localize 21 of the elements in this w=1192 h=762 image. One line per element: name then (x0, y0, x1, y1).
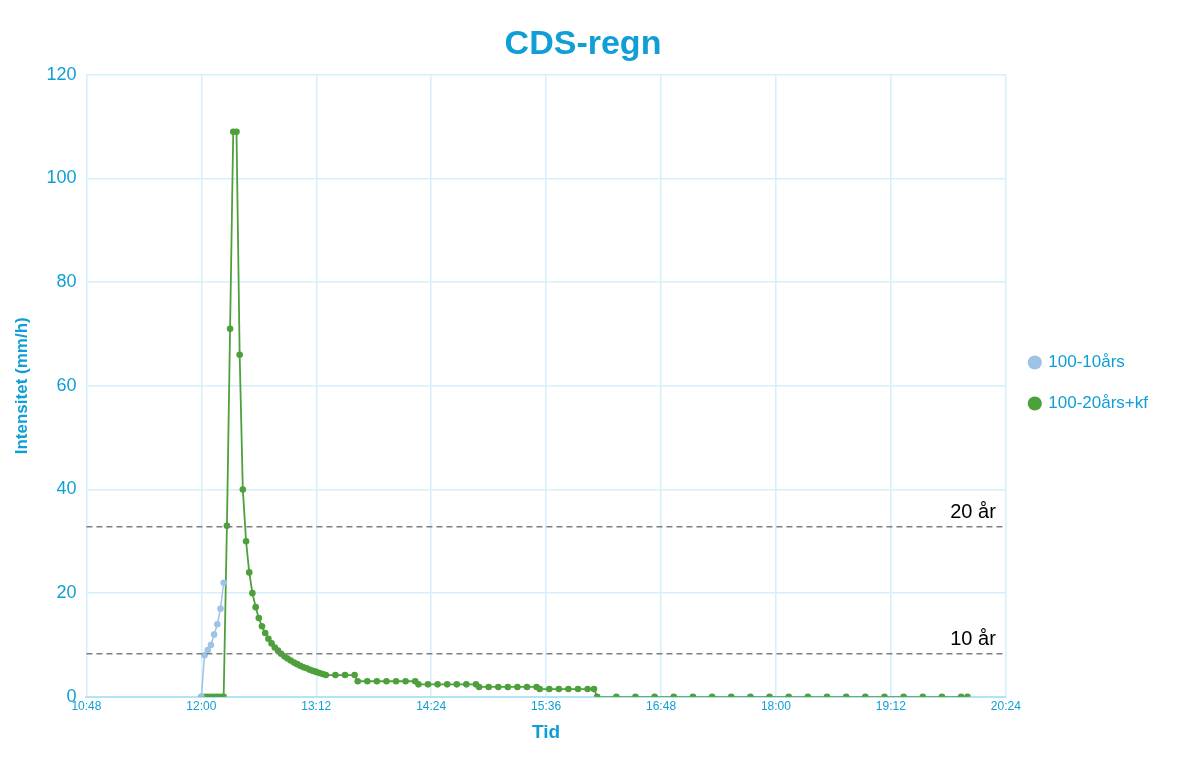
y-axis-title: Intensitet (mm/h) (11, 317, 31, 455)
ref-line-label: 20 år (950, 500, 997, 523)
y-tick-label: 80 (56, 271, 77, 292)
x-tick-label: 13:12 (301, 699, 332, 714)
y-tick-label: 60 (56, 374, 77, 395)
x-tick-label: 14:24 (416, 699, 447, 714)
x-tick-label: 19:12 (875, 699, 907, 714)
legend-label: 100-20års+kf (1048, 393, 1149, 413)
x-tick-label: 20:24 (990, 699, 1022, 714)
x-tick-label: 15:36 (531, 699, 562, 714)
y-tick-label: 20 (56, 582, 77, 603)
x-tick-label: 12:00 (186, 699, 217, 714)
y-tick-label: 40 (56, 478, 77, 499)
legend-label: 100-10års (1048, 352, 1125, 372)
chart-title: CDS-regn (504, 22, 662, 61)
x-tick-label: 18:00 (760, 699, 792, 714)
x-axis-title: Tid (532, 720, 561, 742)
y-tick-label: 100 (46, 167, 77, 188)
ref-line-label: 10 år (950, 627, 997, 650)
y-tick-label: 120 (46, 63, 77, 84)
x-tick-label: 16:48 (646, 699, 677, 714)
